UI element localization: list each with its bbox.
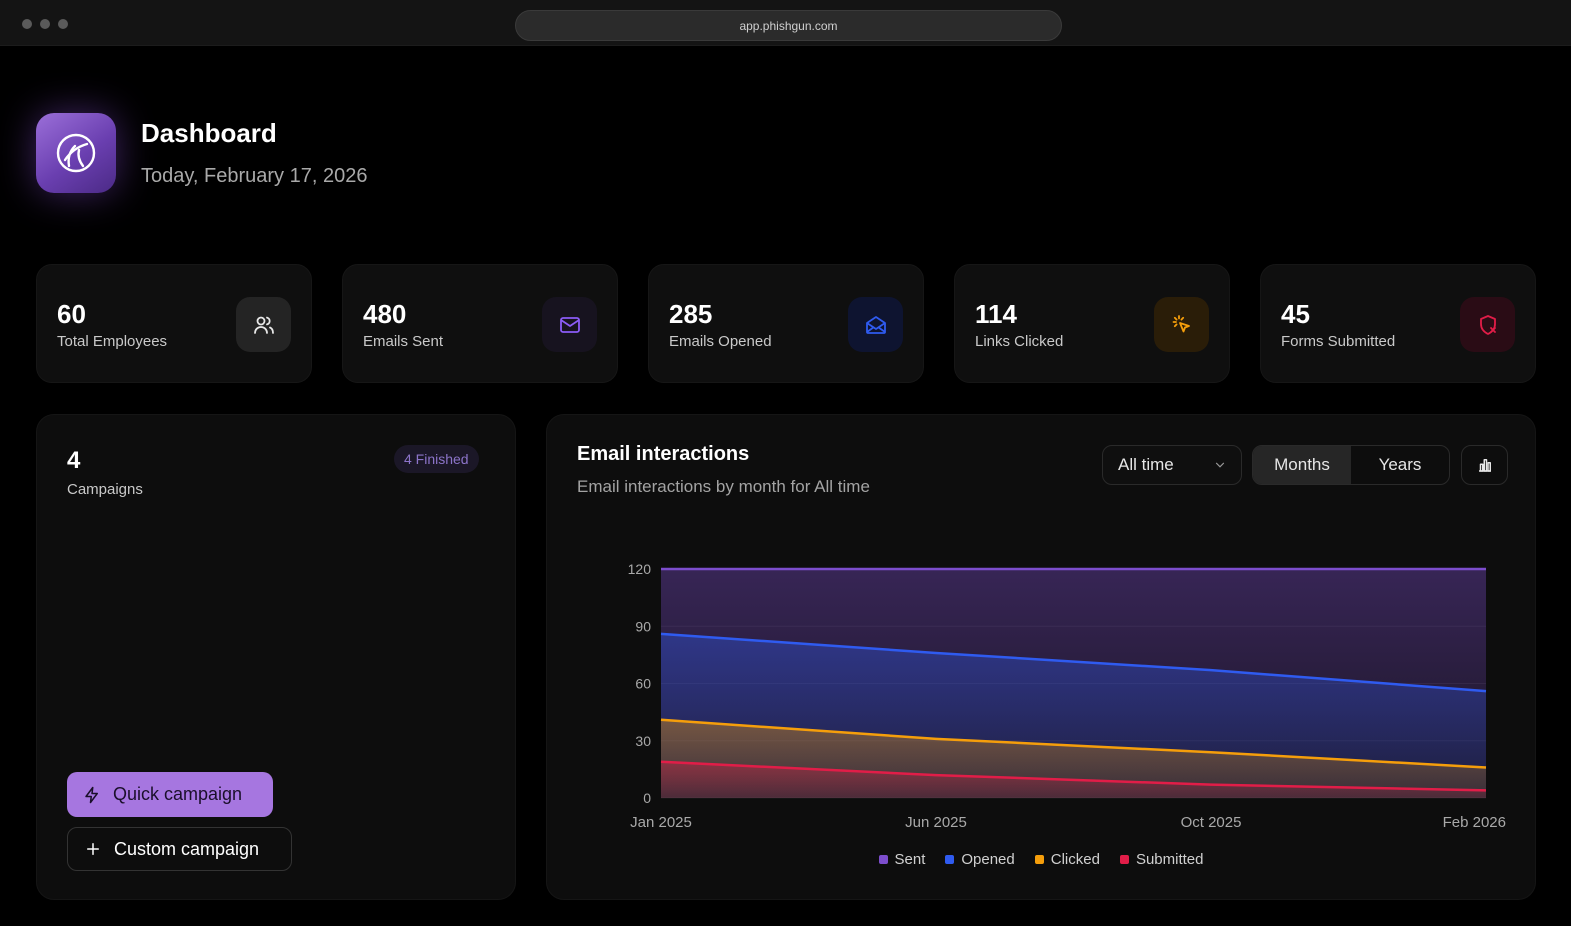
stat-value: 480 bbox=[363, 299, 407, 329]
stat-label: Emails Opened bbox=[669, 333, 772, 350]
chart-title: Email interactions bbox=[577, 443, 750, 465]
stat-label: Forms Submitted bbox=[1281, 333, 1396, 350]
shield-x-icon bbox=[1460, 297, 1515, 352]
bar-chart-icon bbox=[1478, 459, 1491, 472]
status-badge: 4 Finished bbox=[394, 445, 479, 473]
maximize-window-dot[interactable] bbox=[58, 19, 68, 29]
x-tick-label: Oct 2025 bbox=[1181, 814, 1242, 831]
legend-label: Clicked bbox=[1050, 851, 1100, 868]
stat-card-links-clicked: 114 Links Clicked bbox=[954, 264, 1230, 383]
y-tick-label: 90 bbox=[635, 618, 651, 634]
series-line-opened bbox=[660, 632, 1487, 693]
legend-label: Sent bbox=[894, 851, 926, 868]
legend-swatch bbox=[878, 855, 888, 864]
address-bar[interactable]: app.phishgun.com bbox=[515, 10, 1062, 41]
cursor-click-icon bbox=[1154, 297, 1209, 352]
legend-swatch bbox=[1119, 855, 1129, 864]
y-tick-label: 60 bbox=[635, 676, 651, 692]
stat-card-emails-opened: 285 Emails Opened bbox=[648, 264, 924, 383]
y-tick-label: 120 bbox=[628, 561, 652, 577]
chart-legend: Sent Opened Clicked Submitted bbox=[547, 851, 1535, 868]
minimize-window-dot[interactable] bbox=[40, 19, 50, 29]
mail-open-icon bbox=[848, 297, 903, 352]
series-line-submitted bbox=[660, 760, 1487, 792]
stat-value: 45 bbox=[1281, 299, 1310, 329]
series-line-clicked bbox=[660, 718, 1487, 769]
tab-months[interactable]: Months bbox=[1253, 446, 1351, 484]
custom-campaign-button[interactable]: Custom campaign bbox=[67, 827, 292, 871]
stat-card-total-employees: 60 Total Employees bbox=[36, 264, 312, 383]
logo-icon bbox=[56, 133, 96, 173]
stat-value: 114 bbox=[975, 299, 1017, 329]
chevron-down-icon bbox=[1215, 462, 1225, 468]
current-date: Today, February 17, 2026 bbox=[141, 165, 368, 187]
legend-item-clicked: Clicked bbox=[1034, 851, 1100, 868]
email-interactions-chart: 0 30 60 90 120 Jan 2025 Jun 2025 Oct 2025 Feb 20… bbox=[628, 561, 1506, 831]
users-icon bbox=[236, 297, 291, 352]
legend-label: Submitted bbox=[1135, 851, 1204, 868]
stat-value: 285 bbox=[669, 299, 713, 329]
tab-years[interactable]: Years bbox=[1378, 455, 1422, 474]
x-tick-label: Feb 2026 bbox=[1443, 814, 1506, 831]
campaign-count-label: Campaigns bbox=[67, 481, 143, 498]
chart-type-button[interactable] bbox=[1461, 445, 1508, 485]
campaign-count: 4 bbox=[67, 447, 81, 474]
quick-campaign-button[interactable]: Quick campaign bbox=[67, 772, 273, 817]
legend-item-opened: Opened bbox=[945, 851, 1015, 868]
stat-label: Emails Sent bbox=[363, 333, 444, 350]
page-title: Dashboard bbox=[141, 118, 277, 148]
campaigns-panel: 4 Campaigns 4 Finished Quick campaign Cu… bbox=[36, 414, 516, 900]
app-logo bbox=[36, 113, 116, 193]
time-range-select[interactable]: All time bbox=[1102, 445, 1242, 485]
browser-toolbar: app.phishgun.com bbox=[0, 0, 1571, 46]
stat-card-emails-sent: 480 Emails Sent bbox=[342, 264, 618, 383]
x-tick-label: Jan 2025 bbox=[630, 814, 692, 831]
x-tick-label: Jun 2025 bbox=[905, 814, 967, 831]
quick-campaign-label: Quick campaign bbox=[113, 784, 243, 804]
legend-item-submitted: Submitted bbox=[1119, 851, 1204, 868]
time-range-value: All time bbox=[1118, 455, 1174, 474]
stat-label: Links Clicked bbox=[975, 333, 1064, 350]
mail-icon bbox=[542, 297, 597, 352]
stat-label: Total Employees bbox=[57, 333, 168, 350]
legend-swatch bbox=[945, 855, 955, 864]
y-tick-label: 0 bbox=[643, 790, 651, 806]
legend-item-sent: Sent bbox=[878, 851, 926, 868]
chart-subtitle: Email interactions by month for All time bbox=[577, 477, 870, 496]
custom-campaign-label: Custom campaign bbox=[114, 838, 260, 859]
stat-card-forms-submitted: 45 Forms Submitted bbox=[1260, 264, 1536, 383]
legend-label: Opened bbox=[961, 851, 1015, 868]
legend-swatch bbox=[1034, 855, 1044, 864]
y-tick-label: 30 bbox=[635, 733, 651, 749]
window-controls bbox=[22, 19, 68, 29]
plus-icon bbox=[87, 843, 99, 855]
stat-value: 60 bbox=[57, 299, 86, 329]
period-toggle: Months Years bbox=[1252, 445, 1450, 485]
close-window-dot[interactable] bbox=[22, 19, 32, 29]
lightning-icon bbox=[85, 786, 98, 803]
email-interactions-panel: Email interactions Email interactions by… bbox=[546, 414, 1536, 900]
